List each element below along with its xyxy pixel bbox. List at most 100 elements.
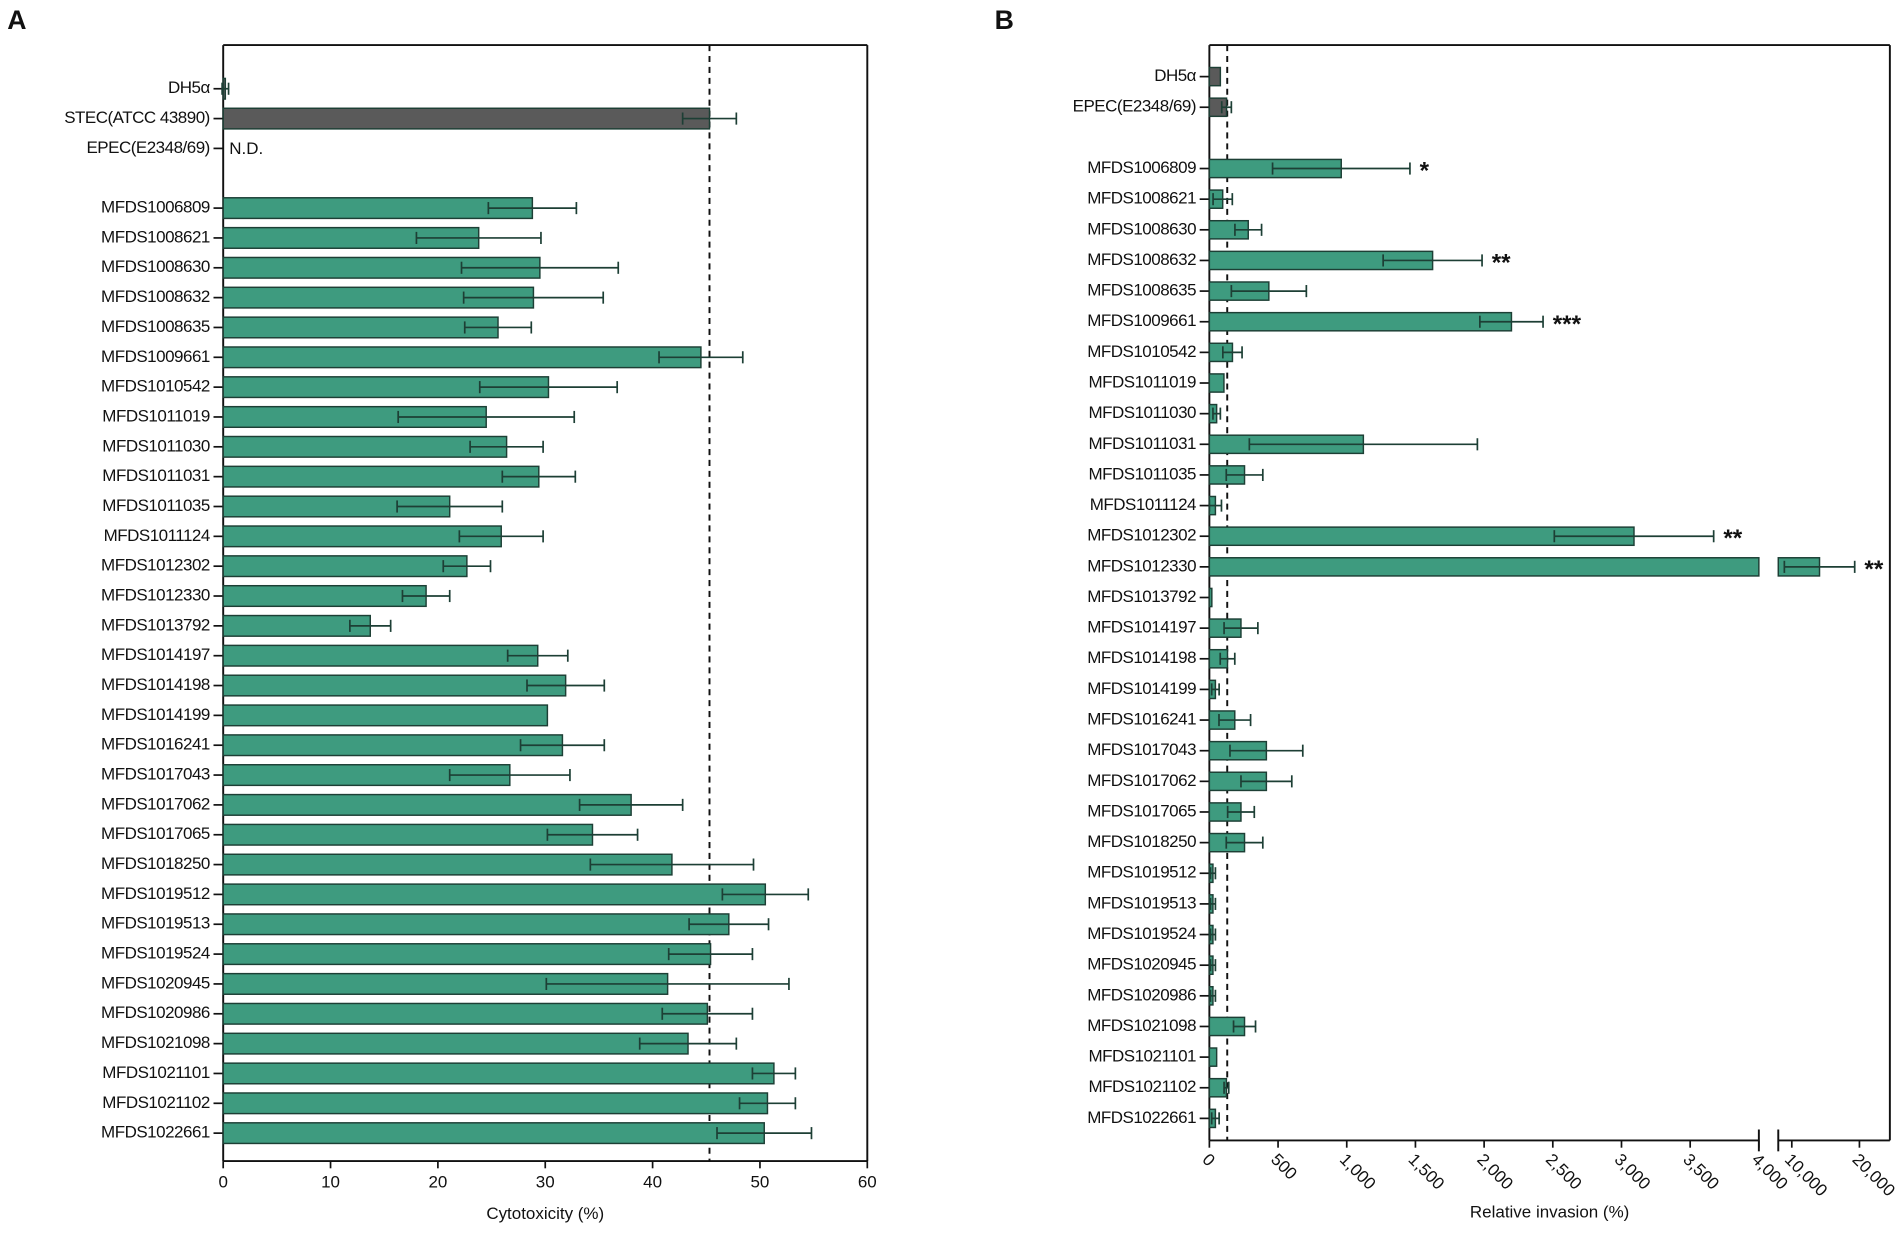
y-tick-label: MFDS1021098 — [101, 1033, 210, 1052]
x-tick-label: 2,000 — [1473, 1150, 1516, 1193]
y-tick-label: MFDS1014197 — [101, 645, 210, 664]
bar — [222, 943, 712, 966]
bar — [1208, 1047, 1218, 1067]
y-tick-label: MFDS1016241 — [1087, 710, 1196, 729]
y-tick-label: MFDS1011124 — [1090, 495, 1196, 514]
y-tick-label: MFDS1021098 — [1087, 1016, 1196, 1035]
bar — [1208, 557, 1760, 577]
y-tick-label: EPEC(E2348/69) — [1073, 97, 1196, 116]
bar — [222, 823, 594, 846]
x-tick-label: 4,000 — [1748, 1150, 1791, 1193]
annotation: ** — [1492, 249, 1511, 276]
x-tick-label: 30 — [536, 1172, 555, 1191]
y-tick-label: MFDS1020986 — [101, 1003, 210, 1022]
y-tick-label: MFDS1018250 — [1087, 832, 1196, 851]
x-tick-label: 3,500 — [1679, 1150, 1722, 1193]
y-tick-label: MFDS1014199 — [1087, 679, 1196, 698]
panel-label: B — [995, 5, 1014, 35]
y-tick-label: MFDS1011035 — [102, 496, 210, 515]
y-tick-label: MFDS1011035 — [1088, 464, 1196, 483]
x-tick-label: 1,000 — [1336, 1150, 1379, 1193]
bar — [222, 1062, 775, 1085]
y-tick-label: MFDS1020945 — [101, 973, 210, 992]
y-tick-label: MFDS1019524 — [101, 944, 210, 963]
y-tick-label: MFDS1019512 — [1087, 863, 1196, 882]
y-tick-label: MFDS1006809 — [101, 198, 210, 217]
bar — [222, 1002, 709, 1025]
y-tick-label: MFDS1017043 — [101, 765, 210, 784]
bar — [222, 913, 730, 936]
y-tick-label: MFDS1014198 — [101, 675, 210, 694]
y-tick-label: MFDS1008632 — [1087, 250, 1196, 269]
y-tick-label: MFDS1008630 — [1087, 219, 1196, 238]
x-tick-label: 500 — [1267, 1150, 1300, 1183]
bar — [222, 614, 371, 637]
bar — [222, 793, 632, 816]
x-tick-label: 0 — [1199, 1150, 1219, 1170]
y-tick-label: MFDS1008630 — [101, 257, 210, 276]
x-tick-label: 20 — [428, 1172, 447, 1191]
y-tick-label: MFDS1019513 — [101, 914, 210, 933]
bar — [222, 1092, 769, 1115]
bar — [222, 1122, 765, 1145]
panel-label: A — [7, 5, 26, 35]
bar — [1208, 66, 1222, 87]
y-tick-label: MFDS1018250 — [101, 854, 210, 873]
y-tick-label: MFDS1019512 — [101, 884, 210, 903]
y-tick-label: MFDS1014198 — [1087, 648, 1196, 667]
y-tick-label: MFDS1017065 — [1087, 801, 1196, 820]
y-tick-label: MFDS1014197 — [1087, 618, 1196, 637]
annotation: N.D. — [229, 139, 263, 158]
y-tick-label: MFDS1006809 — [1087, 158, 1196, 177]
bar — [222, 555, 468, 578]
y-tick-label: MFDS1011019 — [102, 406, 210, 425]
y-tick-label: MFDS1010542 — [1087, 342, 1196, 361]
y-tick-label: MFDS1022661 — [101, 1123, 210, 1142]
x-tick-label: 1,500 — [1405, 1150, 1448, 1193]
y-tick-label: MFDS1021102 — [1088, 1077, 1196, 1096]
y-tick-label: MFDS1012330 — [101, 585, 210, 604]
x-tick-label: 50 — [751, 1172, 770, 1191]
bar — [222, 674, 567, 697]
x-tick-label: 0 — [218, 1172, 227, 1191]
annotation: ** — [1723, 525, 1742, 552]
bar — [222, 435, 508, 458]
y-tick-label: MFDS1010542 — [101, 377, 210, 396]
x-axis-label: Cytotoxicity (%) — [486, 1204, 604, 1223]
bar — [222, 465, 540, 488]
x-tick-label: 20,000 — [1849, 1150, 1899, 1200]
x-tick-label: 40 — [643, 1172, 662, 1191]
y-tick-label: MFDS1008635 — [1087, 281, 1196, 300]
annotation: * — [1420, 158, 1430, 185]
y-tick-label: MFDS1016241 — [101, 735, 210, 754]
x-tick-label: 60 — [858, 1172, 877, 1191]
x-tick-label: 10,000 — [1781, 1150, 1831, 1200]
x-tick-label: 2,500 — [1542, 1150, 1585, 1193]
x-axis-label: Relative invasion (%) — [1470, 1203, 1629, 1222]
bar — [222, 883, 767, 906]
y-tick-label: DH5α — [1154, 66, 1196, 85]
y-tick-label: MFDS1008632 — [101, 287, 210, 306]
y-tick-label: MFDS1008621 — [1087, 189, 1196, 208]
y-tick-label: MFDS1012330 — [1087, 556, 1196, 575]
y-tick-label: MFDS1012302 — [101, 556, 210, 575]
y-tick-label: MFDS1013792 — [101, 615, 210, 634]
bar — [1208, 587, 1213, 608]
y-tick-label: MFDS1014199 — [101, 705, 210, 724]
y-tick-label: MFDS1017062 — [1087, 771, 1196, 790]
bar — [222, 346, 702, 369]
y-tick-label: MFDS1013792 — [1087, 587, 1196, 606]
y-tick-label: MFDS1017065 — [101, 824, 210, 843]
y-tick-label: MFDS1017043 — [1087, 740, 1196, 759]
annotation: *** — [1553, 311, 1582, 338]
y-tick-label: MFDS1021101 — [1088, 1047, 1196, 1066]
x-tick-label: 3,000 — [1611, 1150, 1654, 1193]
y-tick-label: MFDS1020986 — [1087, 985, 1196, 1004]
y-tick-label: MFDS1011030 — [1088, 403, 1196, 422]
y-tick-label: MFDS1011030 — [102, 436, 210, 455]
y-tick-label: MFDS1020945 — [1087, 955, 1196, 974]
annotation: ** — [1864, 556, 1883, 583]
y-tick-label: MFDS1019513 — [1087, 893, 1196, 912]
bar — [222, 197, 534, 220]
